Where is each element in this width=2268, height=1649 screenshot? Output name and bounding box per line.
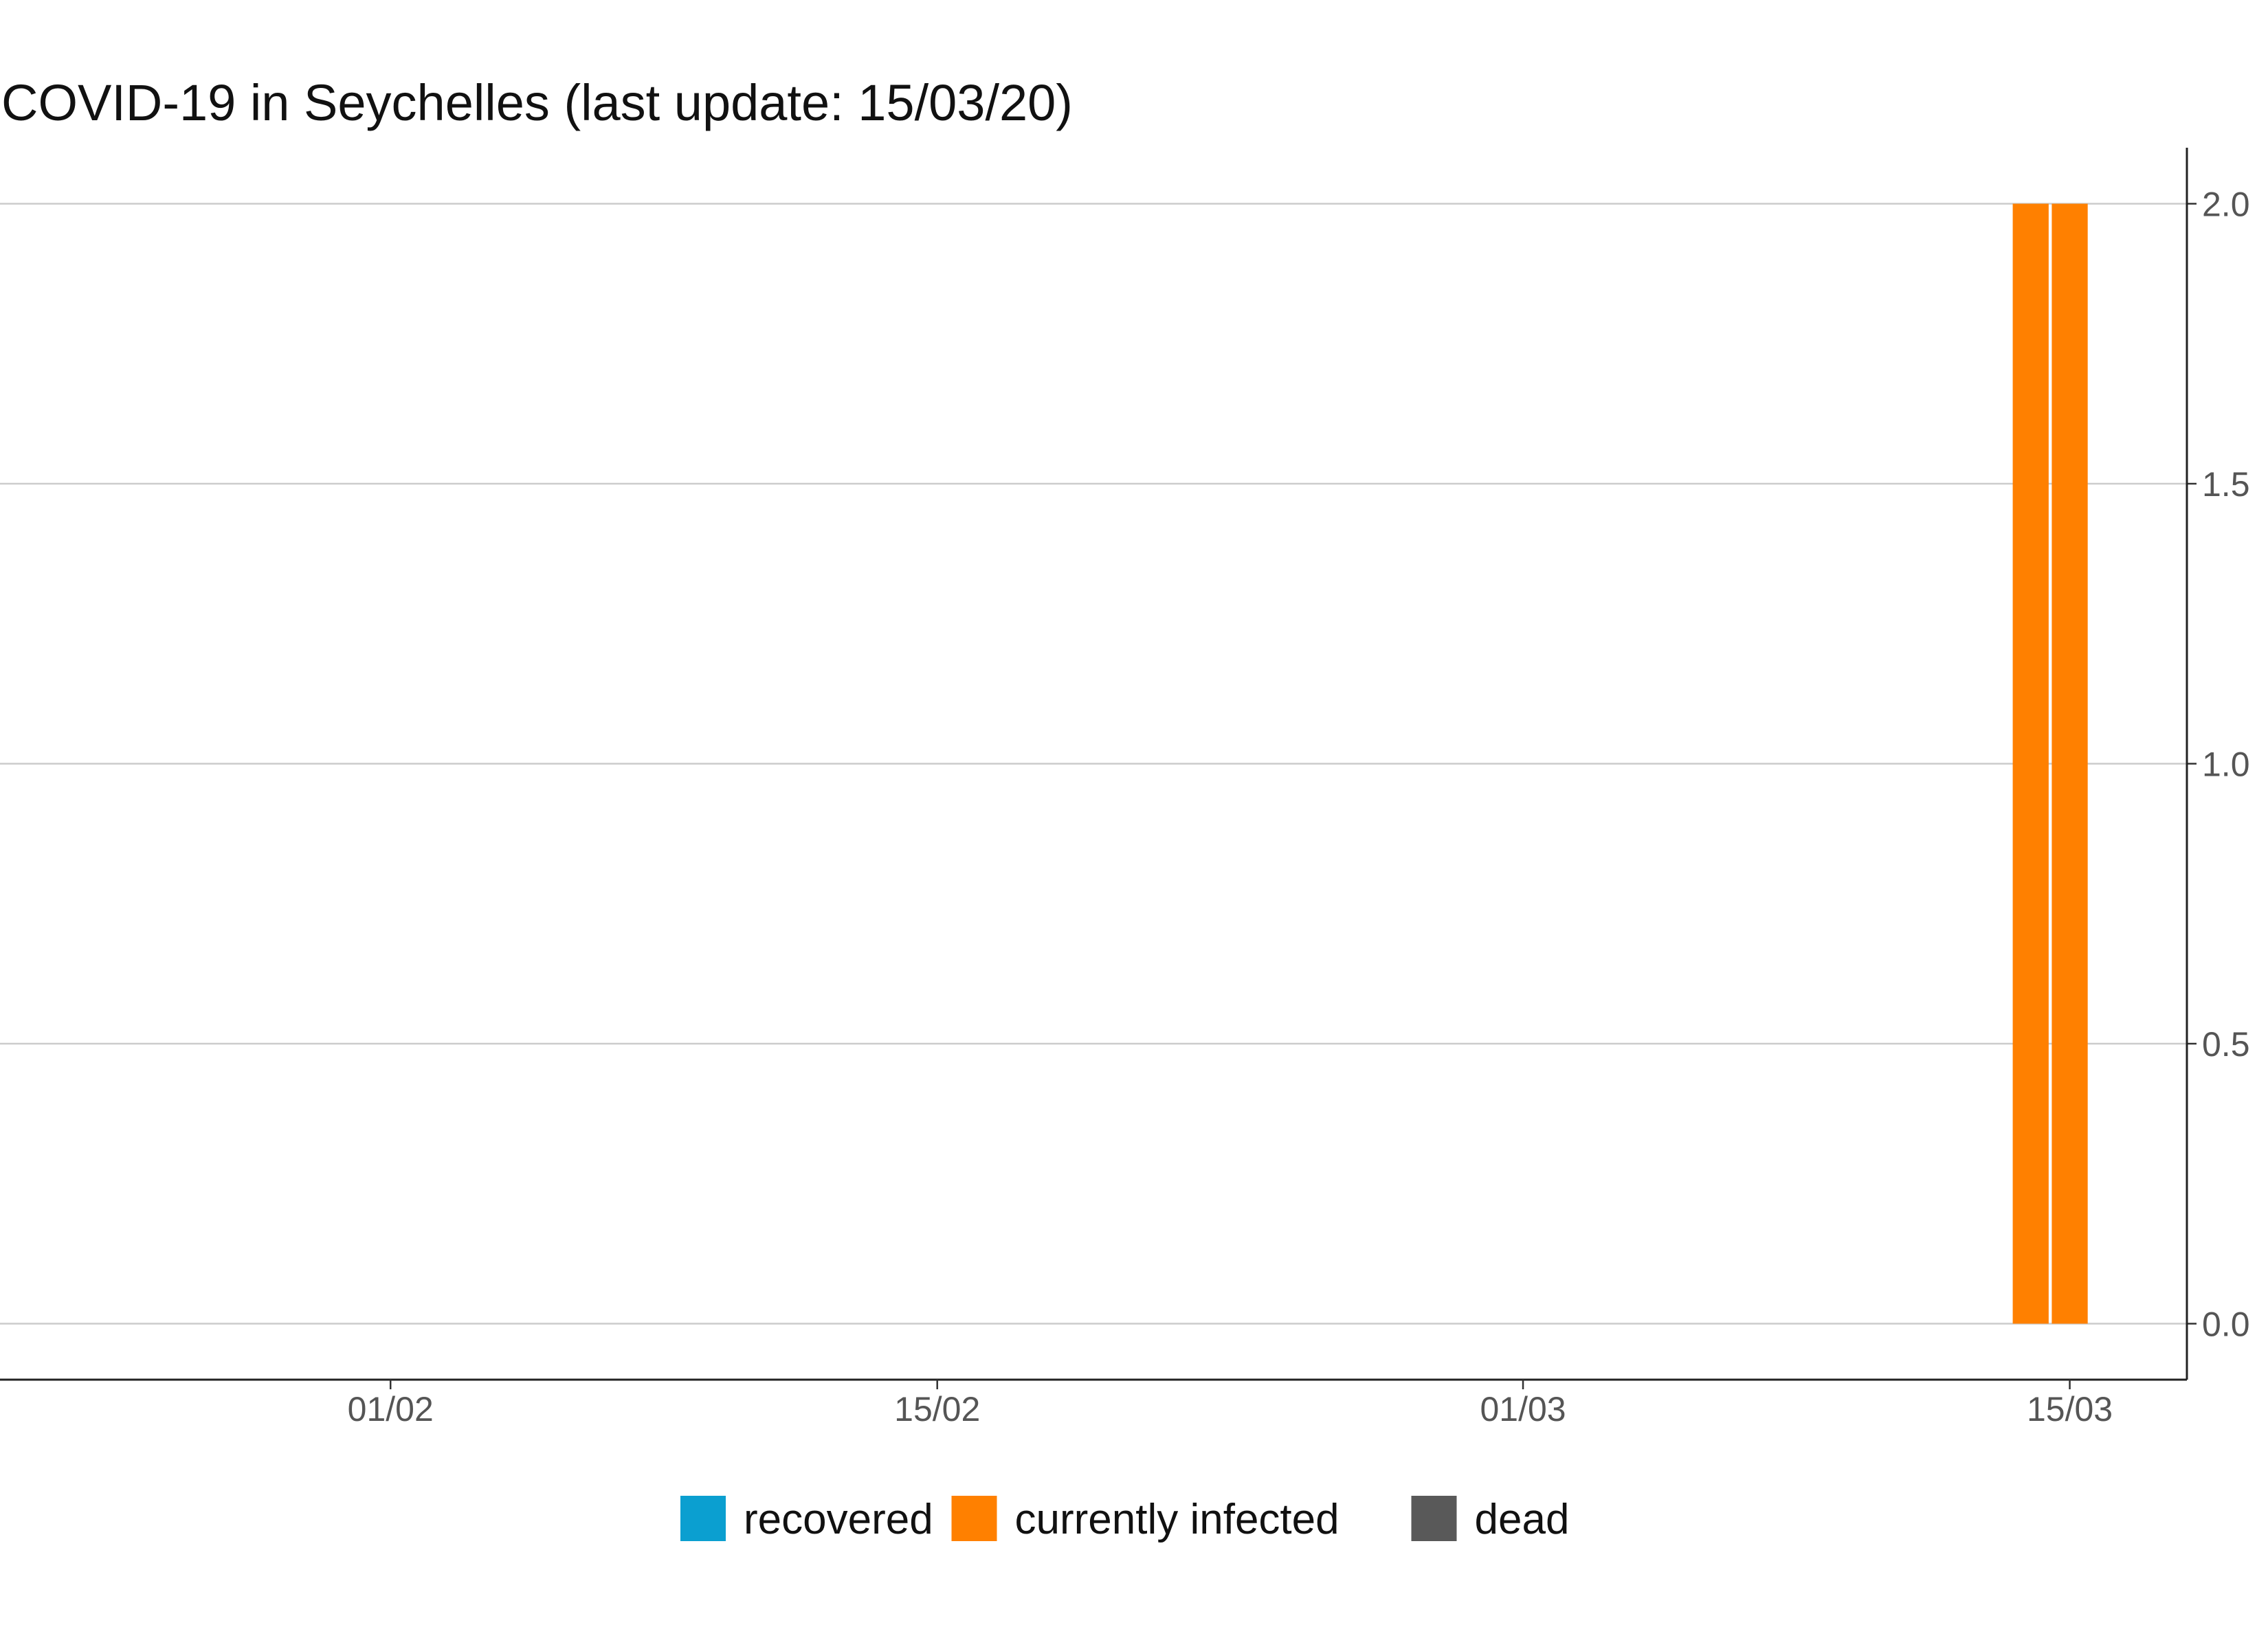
legend-swatch-currently-infected [951,1496,997,1541]
bar-currently-infected-2020-03-15 [2052,203,2088,1324]
bar-currently-infected-2020-03-14 [2012,203,2049,1324]
legend-swatch-recovered [680,1496,726,1541]
x-tick-label: 01/03 [1480,1390,1566,1428]
legend-label-currently-infected: currently infected [1015,1496,1339,1543]
bars [2012,203,2088,1324]
gridlines [0,203,2187,1325]
legend: recovered currently infected dead [680,1496,1569,1543]
chart-title: COVID-19 in Seychelles (last update: 15/… [1,74,1073,131]
x-tick-label: 15/03 [2027,1390,2113,1428]
x-tick-label: 15/02 [894,1390,980,1428]
y-tick-label: 2.0 [2202,186,2250,224]
legend-swatch-dead [1411,1496,1457,1541]
y-tick-label: 0.0 [2202,1305,2250,1344]
legend-label-recovered: recovered [744,1496,933,1543]
y-tick-label: 1.5 [2202,465,2250,504]
y-tick-label: 1.0 [2202,745,2250,784]
axes: 0.0 0.5 1.0 1.5 2.0 01/02 15/02 01/03 15/03 [0,148,2250,1428]
y-tick-label: 0.5 [2202,1025,2250,1064]
legend-label-dead: dead [1475,1496,1570,1543]
x-tick-label: 01/02 [348,1390,434,1428]
